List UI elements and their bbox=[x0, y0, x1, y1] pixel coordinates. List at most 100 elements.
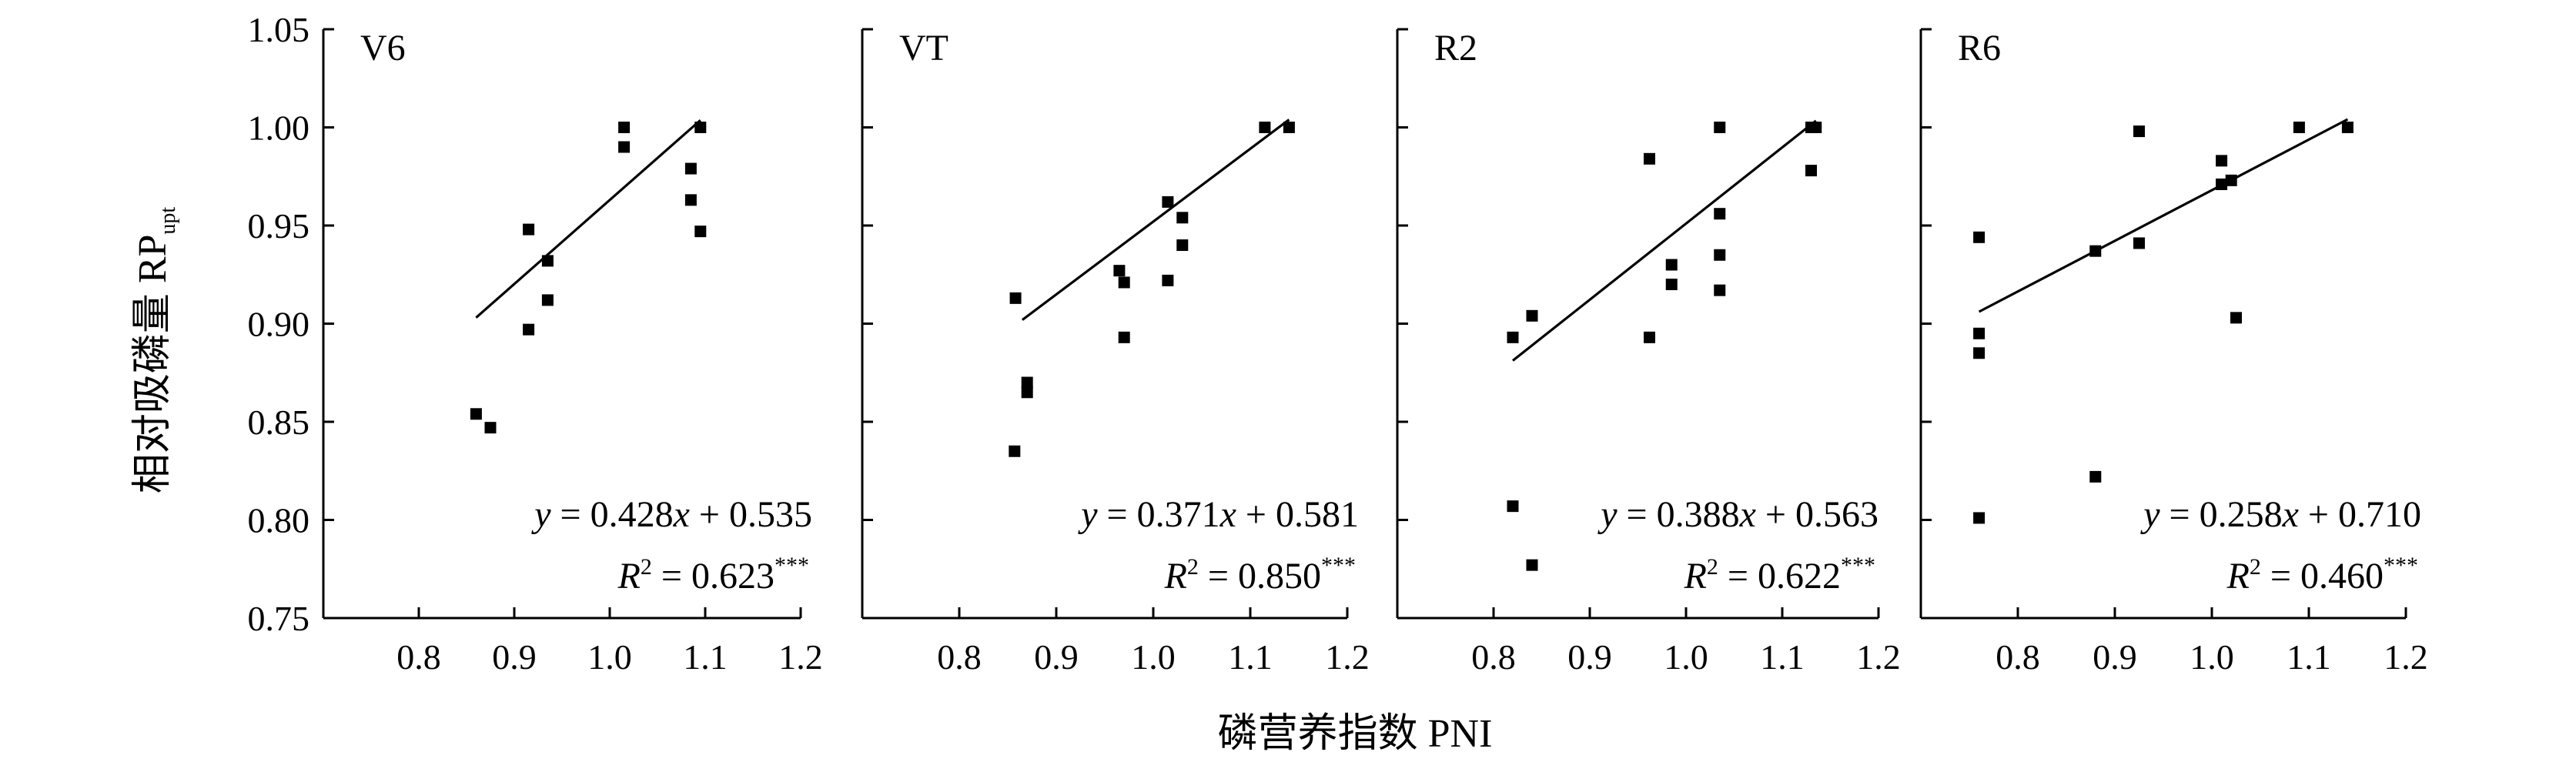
y-tick-label: 1.00 bbox=[248, 109, 310, 148]
data-point bbox=[1973, 347, 1986, 359]
data-point bbox=[2225, 174, 2237, 186]
data-point bbox=[1714, 208, 1726, 220]
data-point bbox=[1009, 445, 1021, 457]
x-tick-label: 1.1 bbox=[683, 637, 728, 677]
panel-label: R2 bbox=[1434, 28, 1477, 69]
data-point bbox=[1973, 512, 1986, 524]
data-point bbox=[1259, 122, 1271, 133]
panel-vt: 0.8 0.9 1.0 1.1 1.2 VT y = 0.371x + 0.581 R2 = … bbox=[861, 28, 1370, 677]
regression-equation: y = 0.371x + 0.581 bbox=[1077, 494, 1359, 535]
regression-line bbox=[1512, 119, 1817, 362]
data-point bbox=[2089, 470, 2102, 483]
data-point bbox=[684, 194, 697, 206]
x-tick-label: 0.8 bbox=[396, 637, 441, 677]
data-point bbox=[484, 422, 497, 434]
data-point bbox=[618, 141, 631, 153]
regression-equation: y = 0.428x + 0.535 bbox=[530, 494, 812, 535]
data-point bbox=[2216, 155, 2228, 167]
data-point bbox=[1714, 249, 1726, 261]
data-point bbox=[1714, 122, 1726, 133]
data-point bbox=[1283, 122, 1295, 133]
y-axis-title-main: 相对吸磷量 RP bbox=[131, 235, 175, 494]
data-point bbox=[1665, 279, 1678, 290]
data-point bbox=[2133, 237, 2145, 249]
x-tick-label: 1.2 bbox=[1856, 637, 1901, 677]
data-point bbox=[618, 122, 631, 133]
data-point bbox=[1714, 284, 1726, 296]
x-tick-label: 1.2 bbox=[2384, 637, 2428, 677]
x-tick-label: 1.2 bbox=[778, 637, 823, 677]
x-tick-label: 1.0 bbox=[1131, 637, 1176, 677]
r-squared-label: R2 = 0.623*** bbox=[617, 553, 809, 597]
data-point bbox=[1118, 276, 1130, 289]
panel-v6: 0.75 0.80 0.85 0.90 0.95 1.00 1.05 0.8 0.9 1.0 1.1… bbox=[248, 10, 823, 677]
x-tick-label: 0.8 bbox=[937, 637, 982, 677]
x-tick-label: 1.2 bbox=[1325, 637, 1370, 677]
data-point bbox=[1021, 386, 1033, 399]
panels: 0.75 0.80 0.85 0.90 0.95 1.00 1.05 0.8 0.9 1.0 1.1… bbox=[248, 10, 2428, 677]
data-point bbox=[1162, 196, 1174, 208]
panel-label: R6 bbox=[1958, 28, 2001, 69]
x-tick-label: 1.1 bbox=[2287, 637, 2331, 677]
x-tick-label: 1.0 bbox=[587, 637, 632, 677]
y-tick-label: 0.75 bbox=[248, 599, 310, 638]
data-point bbox=[2089, 245, 2102, 257]
data-point bbox=[470, 408, 482, 420]
data-point bbox=[1176, 239, 1189, 251]
y-axis-title: 相对吸磷量 RPupt bbox=[131, 207, 180, 494]
y-axis-title-sub: upt bbox=[156, 207, 180, 235]
data-point bbox=[2230, 312, 2242, 324]
data-point bbox=[1644, 152, 1655, 165]
x-tick-label: 1.0 bbox=[1664, 637, 1708, 677]
panel-label: V6 bbox=[360, 28, 406, 69]
data-point bbox=[1118, 331, 1130, 343]
data-point bbox=[1162, 274, 1174, 286]
data-point bbox=[523, 223, 535, 236]
r-squared-label: R2 = 0.622*** bbox=[1684, 553, 1875, 597]
data-point bbox=[1176, 212, 1189, 224]
y-tick-label: 0.85 bbox=[248, 403, 310, 442]
x-tick-label: 1.1 bbox=[1760, 637, 1805, 677]
y-tick-label: 1.05 bbox=[248, 10, 310, 49]
regression-equation: y = 0.388x + 0.563 bbox=[1597, 494, 1878, 535]
r-squared-label: R2 = 0.850*** bbox=[1164, 553, 1356, 597]
regression-equation: y = 0.258x + 0.710 bbox=[2139, 494, 2421, 535]
x-tick-label: 1.1 bbox=[1228, 637, 1273, 677]
data-point bbox=[694, 226, 707, 238]
data-point bbox=[1526, 559, 1538, 571]
data-point bbox=[541, 255, 554, 267]
data-point bbox=[2133, 125, 2145, 138]
data-point bbox=[541, 294, 554, 306]
regression-line bbox=[475, 119, 701, 319]
data-point bbox=[1805, 165, 1817, 177]
x-tick-label: 0.8 bbox=[1471, 637, 1516, 677]
x-tick-label: 0.8 bbox=[1996, 637, 2040, 677]
data-point bbox=[1009, 292, 1022, 304]
x-axis-title: 磷营养指数 PNI bbox=[1218, 712, 1493, 756]
data-point bbox=[1665, 259, 1678, 271]
data-point bbox=[1644, 331, 1655, 343]
y-tick-label: 0.90 bbox=[248, 305, 310, 344]
data-point bbox=[2216, 178, 2228, 190]
data-point bbox=[2293, 122, 2305, 133]
x-tick-label: 0.9 bbox=[1034, 637, 1079, 677]
data-point bbox=[523, 323, 535, 336]
x-tick-label: 1.0 bbox=[2190, 637, 2234, 677]
x-tick-label: 0.9 bbox=[1567, 637, 1612, 677]
y-tick-label: 0.95 bbox=[248, 206, 310, 246]
data-point bbox=[1113, 265, 1126, 277]
data-point bbox=[694, 122, 707, 133]
x-tick-label: 0.9 bbox=[2093, 637, 2137, 677]
data-point bbox=[1810, 122, 1822, 133]
panel-r2: 0.8 0.9 1.0 1.1 1.2 R2 y = 0.388x + 0.563 R2 = … bbox=[1396, 28, 1901, 677]
regression-line bbox=[1978, 118, 2349, 313]
data-point bbox=[684, 162, 697, 175]
panel-r6: 0.8 0.9 1.0 1.1 1.2 R6 y = 0.258x + 0.710 R2 = … bbox=[1919, 28, 2428, 677]
data-point bbox=[1973, 327, 1986, 339]
data-point bbox=[1507, 331, 1519, 343]
panel-label: VT bbox=[899, 28, 948, 69]
r-squared-label: R2 = 0.460*** bbox=[2226, 553, 2418, 597]
y-tick-label: 0.80 bbox=[248, 501, 310, 540]
data-point bbox=[2341, 122, 2354, 133]
